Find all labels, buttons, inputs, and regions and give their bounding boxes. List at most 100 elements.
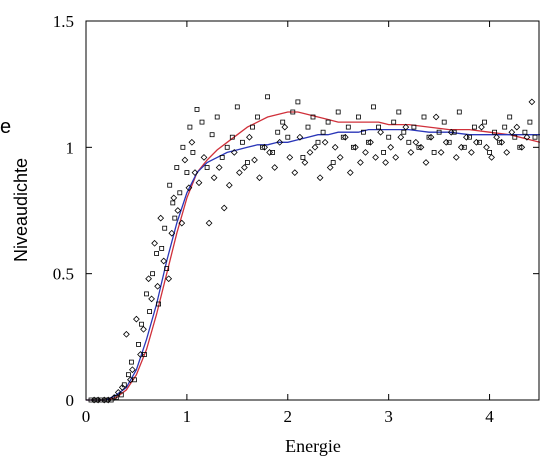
diamond-point — [468, 149, 475, 156]
square-point — [522, 129, 528, 135]
diamond-point — [236, 169, 243, 176]
square-point — [275, 129, 281, 135]
diamond-point — [170, 194, 178, 202]
square-point — [451, 129, 457, 135]
square-point — [260, 144, 266, 150]
diamond-point — [346, 169, 354, 176]
square-point — [156, 301, 162, 307]
square-point — [315, 139, 321, 145]
x-tick-label: 1 — [183, 407, 192, 426]
diamond-point — [133, 315, 140, 323]
square-point — [170, 200, 176, 206]
square-point — [305, 124, 311, 130]
square-point — [421, 114, 427, 120]
diamond-point — [230, 149, 238, 156]
square-point — [350, 144, 356, 150]
square-point — [466, 134, 472, 140]
diamond-point — [488, 154, 495, 161]
square-point — [118, 392, 124, 398]
diamond-point — [261, 143, 268, 151]
square-point — [136, 341, 141, 347]
diamond-point — [181, 156, 189, 164]
square-point — [487, 149, 493, 155]
y-tick-label: 1.5 — [53, 12, 74, 31]
diamond-point — [225, 181, 233, 189]
diamond-point — [137, 351, 144, 358]
diamond-point — [326, 164, 334, 171]
square-point — [285, 134, 291, 140]
diamond-point — [473, 138, 480, 146]
square-point — [295, 99, 301, 105]
diamond-point — [316, 174, 324, 182]
square-point — [184, 170, 190, 176]
diamond-point — [457, 143, 465, 151]
diamond-point — [341, 133, 349, 141]
diamond-point — [251, 156, 258, 164]
square-point — [300, 154, 306, 160]
square-point — [180, 144, 186, 150]
square-point — [471, 124, 477, 130]
square-point — [250, 124, 255, 130]
x-axis-title: Energie — [285, 436, 341, 456]
square-point — [147, 309, 153, 315]
diamond-point — [432, 113, 440, 121]
square-point — [461, 144, 467, 150]
diamond-point — [246, 133, 253, 141]
square-point — [477, 139, 482, 145]
square-point — [406, 139, 412, 145]
series-layer — [86, 94, 540, 404]
diamond-point — [127, 376, 134, 384]
square-point — [401, 129, 407, 135]
diamond-point — [178, 219, 186, 227]
square-point — [441, 119, 447, 125]
diamond-point — [241, 164, 248, 171]
square-point — [234, 104, 240, 110]
diamond-point — [528, 98, 536, 106]
square-point — [320, 129, 326, 135]
diamond-point — [205, 219, 213, 227]
diamond-point — [168, 229, 176, 237]
square-point — [325, 119, 331, 125]
square-point — [150, 271, 156, 277]
square-point — [366, 139, 371, 145]
square-point — [371, 104, 376, 110]
square-point — [187, 124, 193, 130]
square-point — [214, 114, 220, 120]
diamond-point — [377, 128, 384, 136]
diamond-point — [256, 174, 263, 182]
diamond-point — [148, 295, 155, 303]
square-point — [177, 190, 183, 196]
y-tick-label: 0 — [66, 391, 75, 410]
diamond-point — [336, 154, 344, 161]
diamond-point — [397, 133, 405, 141]
diamond-point — [215, 164, 223, 171]
diamond-point — [123, 330, 130, 338]
diamond-point — [140, 325, 147, 333]
square-point — [224, 144, 230, 150]
diamond-point — [417, 143, 425, 151]
diamond-point — [412, 138, 420, 146]
clipped-label-fragment: e — [0, 116, 11, 138]
square-point — [436, 129, 442, 135]
square-point — [355, 114, 361, 120]
square-point — [229, 134, 235, 140]
square-point — [416, 144, 422, 150]
diamond-point — [220, 204, 228, 212]
diamond-point — [392, 154, 400, 161]
diamond-point — [493, 133, 500, 141]
square-point — [532, 134, 538, 140]
diamond-point — [483, 143, 490, 151]
diamond-point — [118, 384, 126, 391]
y-tick-label: 1 — [66, 138, 75, 157]
tick-label-layer: 0 1 2 3 4 0 0.5 1 1.5 — [53, 12, 495, 426]
square-point — [426, 134, 432, 140]
diamond-point — [185, 184, 193, 192]
diamond-point — [352, 143, 359, 151]
diamond-point — [210, 174, 218, 182]
square-point — [162, 225, 168, 231]
diamond-point — [94, 396, 102, 404]
diamond-point — [407, 149, 415, 156]
diamond-point — [281, 123, 289, 131]
